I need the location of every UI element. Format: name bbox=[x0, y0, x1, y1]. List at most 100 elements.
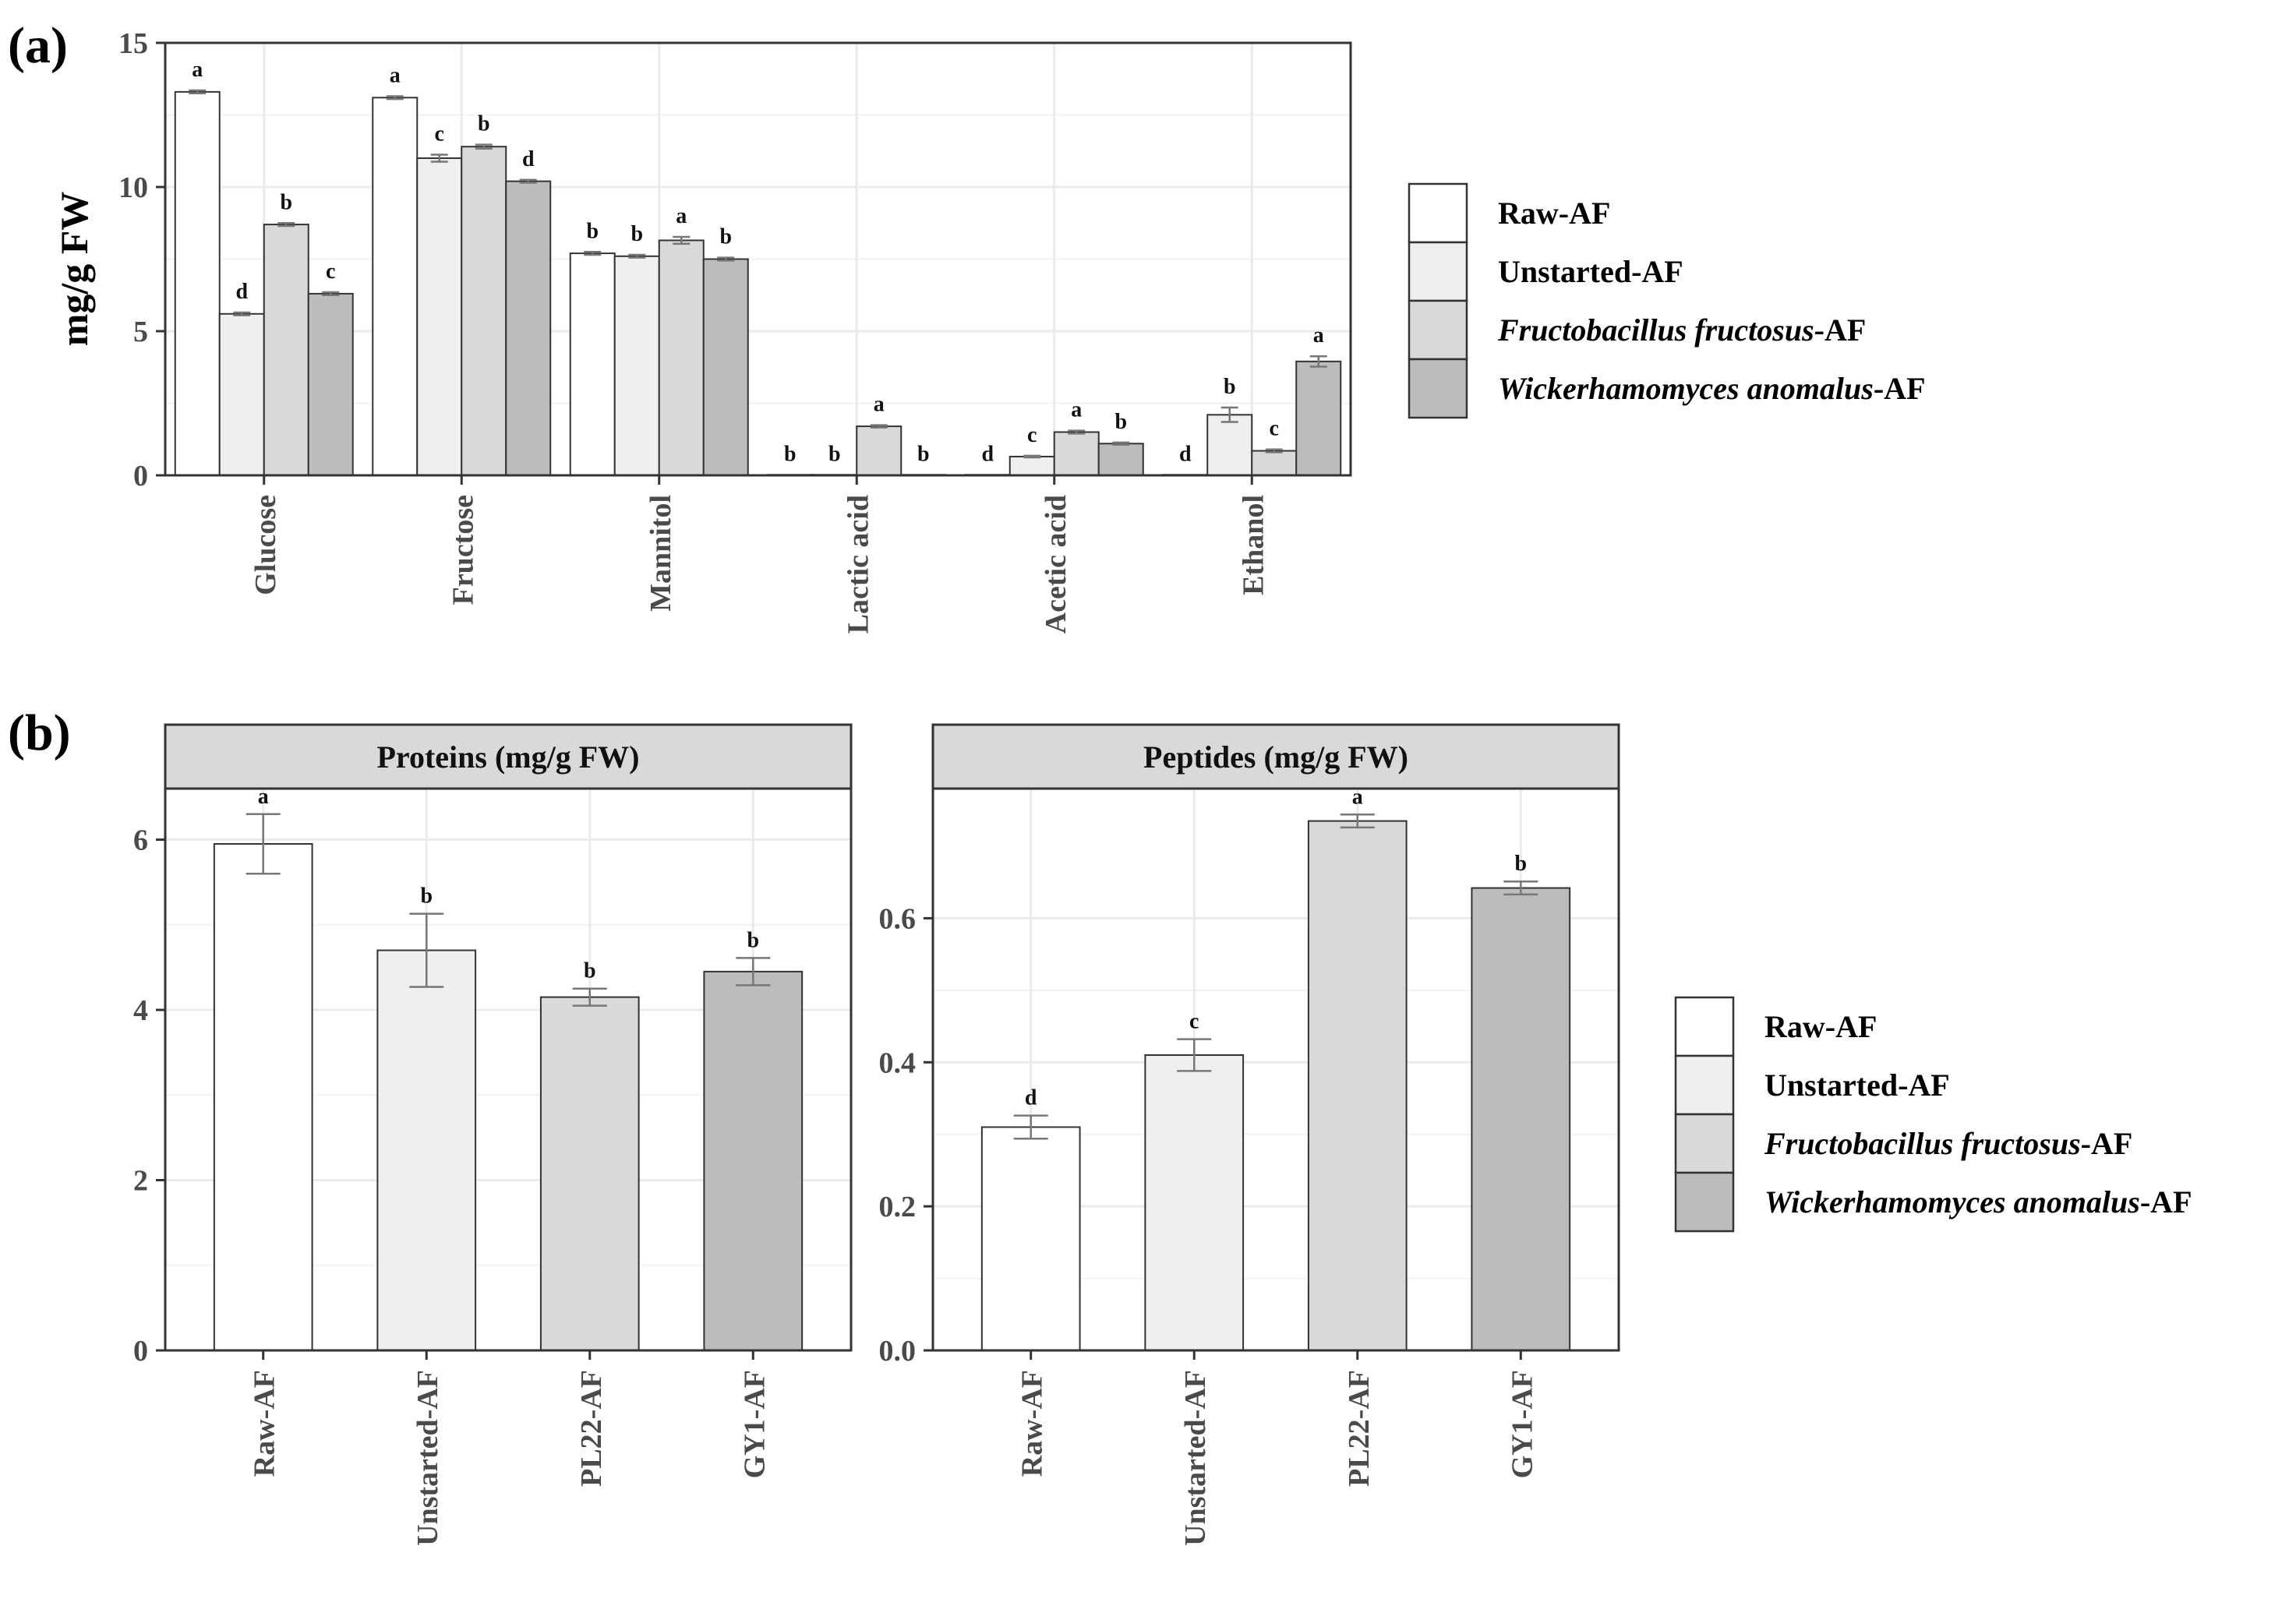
a-significance-letter: a bbox=[676, 204, 687, 228]
peptides-strip-title: Peptides (mg/g FW) bbox=[1143, 739, 1408, 775]
a-significance-letter: b bbox=[280, 190, 292, 214]
peptides-bar bbox=[1144, 1054, 1245, 1351]
a-bar bbox=[658, 239, 705, 476]
a-significance-letter: a bbox=[192, 58, 203, 82]
a-significance-letter: d bbox=[235, 280, 248, 304]
legend-b-item-italic: Wickerhamomyces anomalus bbox=[1764, 1184, 2140, 1219]
a-bar bbox=[856, 425, 903, 476]
proteins-strip-title: Proteins (mg/g FW) bbox=[377, 739, 640, 775]
a-bar bbox=[702, 258, 749, 476]
panel-label-a: (a) bbox=[8, 17, 68, 74]
legend-a-item-text: Unstarted-AF bbox=[1498, 254, 1683, 289]
a-significance-letter: d bbox=[981, 442, 994, 466]
a-bar bbox=[1206, 414, 1253, 476]
a-x-tick-label: Ethanol bbox=[1237, 495, 1270, 595]
legend-b-item-text: Unstarted-AF bbox=[1764, 1068, 1950, 1103]
a-y-tick-label: 0 bbox=[133, 460, 148, 492]
a-significance-letter: b bbox=[1114, 410, 1127, 434]
peptides-y-tick-label: 0.0 bbox=[879, 1335, 917, 1368]
a-significance-letter: b bbox=[719, 225, 732, 249]
a-significance-letter: d bbox=[1179, 442, 1192, 466]
legend-b-key bbox=[1674, 996, 1735, 1057]
a-bar bbox=[1008, 455, 1055, 477]
a-y-tick-label: 10 bbox=[118, 171, 148, 204]
a-significance-letter: b bbox=[784, 442, 797, 466]
proteins-x-tick-label: Unstarted-AF bbox=[412, 1370, 444, 1546]
a-bar bbox=[174, 90, 221, 477]
proteins-panel-border bbox=[164, 787, 853, 1352]
a-y-tick-label: 5 bbox=[133, 316, 148, 348]
proteins-significance-letter: b bbox=[584, 959, 596, 983]
peptides-significance-letter: c bbox=[1189, 1010, 1199, 1034]
legend-b-item-suffix: -AF bbox=[2140, 1184, 2192, 1219]
a-significance-letter: c bbox=[326, 259, 335, 284]
proteins-bar bbox=[539, 996, 640, 1351]
legend-a-item-label: Unstarted-AF bbox=[1498, 254, 1683, 289]
legend-b-item-text: Raw-AF bbox=[1764, 1009, 1877, 1044]
legend-a-item-label: Raw-AF bbox=[1498, 196, 1610, 231]
a-bar bbox=[1251, 450, 1298, 476]
a-bar bbox=[1295, 360, 1342, 476]
a-significance-letter: a bbox=[1313, 323, 1324, 348]
peptides-x-tick-label: Unstarted-AF bbox=[1179, 1370, 1212, 1546]
legend-a-item-suffix: -AF bbox=[1874, 371, 1926, 406]
panel-label-b: (b) bbox=[8, 704, 71, 761]
a-bar bbox=[307, 292, 354, 476]
a-y-axis-label: mg/g FW bbox=[52, 192, 96, 347]
a-y-tick-label: 15 bbox=[118, 27, 148, 60]
legend-a-item-text: Raw-AF bbox=[1498, 196, 1610, 231]
proteins-x-tick-label: Raw-AF bbox=[249, 1370, 281, 1477]
peptides-y-tick-label: 0.2 bbox=[879, 1191, 917, 1223]
peptides-y-tick-label: 0.6 bbox=[879, 902, 917, 935]
legend-a-item-label: Wickerhamomyces anomalus-AF bbox=[1498, 371, 1926, 406]
a-bar bbox=[613, 255, 660, 476]
legend-a-item-italic: Wickerhamomyces anomalus bbox=[1498, 371, 1874, 406]
a-significance-letter: b bbox=[478, 112, 490, 136]
a-significance-letter: a bbox=[874, 393, 885, 417]
a-x-tick-label: Glucose bbox=[249, 495, 282, 595]
legend-b-item-italic: Fructobacillus fructosus bbox=[1764, 1126, 2081, 1161]
a-bar bbox=[1097, 443, 1144, 476]
proteins-y-tick-label: 4 bbox=[133, 994, 148, 1027]
legend-b-key bbox=[1674, 1054, 1735, 1116]
peptides-y-tick-label: 0.4 bbox=[879, 1047, 917, 1079]
a-significance-letter: b bbox=[1224, 375, 1236, 399]
legend-b-item-label: Fructobacillus fructosus-AF bbox=[1764, 1126, 2132, 1161]
legend-a-key bbox=[1408, 182, 1468, 244]
a-bar bbox=[263, 224, 309, 476]
a-significance-letter: c bbox=[1270, 417, 1279, 441]
proteins-x-tick-label: GY1-AF bbox=[738, 1370, 771, 1478]
proteins-bar bbox=[703, 970, 804, 1351]
proteins-strip bbox=[164, 723, 853, 790]
proteins-x-tick-label: PL22-AF bbox=[575, 1370, 608, 1487]
a-x-tick-label: Fructose bbox=[447, 495, 479, 605]
legend-a-item-label: Fructobacillus fructosus-AF bbox=[1497, 312, 1866, 348]
a-x-tick-label: Mannitol bbox=[645, 495, 677, 612]
proteins-bar bbox=[213, 843, 313, 1351]
proteins-y-tick-label: 0 bbox=[133, 1335, 148, 1368]
legend-b-item-label: Raw-AF bbox=[1764, 1009, 1877, 1044]
a-significance-letter: b bbox=[586, 219, 599, 243]
peptides-significance-letter: a bbox=[1352, 785, 1363, 809]
a-bar bbox=[461, 146, 507, 476]
a-bar bbox=[569, 252, 616, 476]
peptides-significance-letter: d bbox=[1025, 1086, 1037, 1110]
a-significance-letter: c bbox=[1027, 423, 1037, 447]
legend-b: Raw-AF Unstarted-AF Fructobacillus fructos… bbox=[1674, 996, 2192, 1233]
a-significance-letter: a bbox=[390, 63, 401, 87]
peptides-panel-border bbox=[931, 787, 1620, 1352]
a-significance-letter: d bbox=[522, 147, 535, 171]
legend-b-key bbox=[1674, 1113, 1735, 1174]
a-bar bbox=[372, 97, 419, 477]
a-panel-border bbox=[164, 41, 1352, 477]
proteins-significance-letter: b bbox=[420, 884, 433, 909]
peptides-bar bbox=[1307, 820, 1408, 1352]
a-significance-letter: b bbox=[828, 442, 841, 466]
legend-a-item-suffix: -AF bbox=[1814, 312, 1867, 348]
a-x-tick-label: Lactic acid bbox=[842, 495, 874, 634]
peptides-x-tick-label: GY1-AF bbox=[1506, 1370, 1538, 1478]
a-significance-letter: b bbox=[631, 222, 643, 246]
a-bar bbox=[416, 157, 463, 476]
a-x-tick-label: Acetic acid bbox=[1040, 495, 1072, 634]
